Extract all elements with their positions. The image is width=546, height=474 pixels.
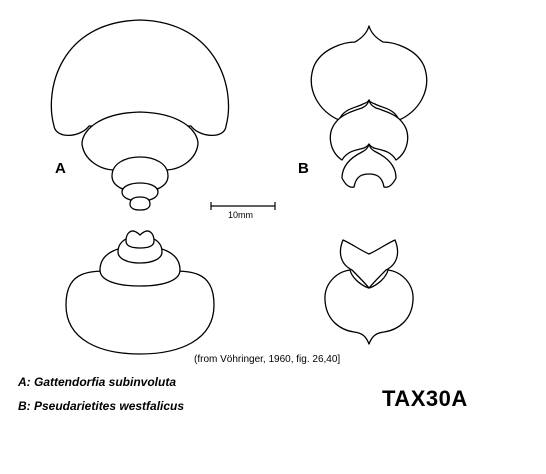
specimen-a-section-inner-whorl [125, 230, 155, 249]
legend-specimen-b: B: Pseudarietites westfalicus [18, 399, 185, 413]
scale-bar [210, 202, 276, 210]
specimen-a-apertural-second-whorl [81, 111, 199, 171]
source-citation: (from Vöhringer, 1960, fig. 26,40] [194, 354, 341, 365]
scale-bar-label: 10mm [228, 210, 254, 220]
specimen-a-label: A [55, 160, 66, 177]
specimen-a-apertural-inner-whorl [129, 196, 151, 211]
specimen-a-apertural-outer-whorl [50, 19, 230, 137]
specimen-b-section-view [324, 239, 414, 345]
figure-code: TAX30A [382, 386, 468, 411]
legend-specimen-a: A: Gattendorfia subinvoluta [18, 375, 177, 389]
specimen-b-apertural-inner-whorl [341, 143, 397, 188]
specimen-b-label: B [298, 160, 309, 177]
specimen-a-section-view [65, 230, 215, 355]
specimen-b-apertural-view [310, 25, 428, 188]
specimen-a-apertural-view [50, 19, 230, 211]
specimen-b-section-inner-whorl [339, 239, 399, 289]
